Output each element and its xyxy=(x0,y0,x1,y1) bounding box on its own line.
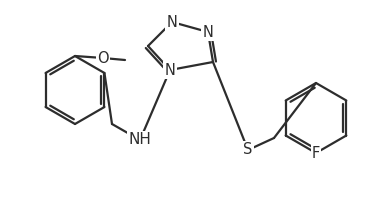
Text: S: S xyxy=(243,143,253,158)
Text: N: N xyxy=(165,62,175,77)
Text: NH: NH xyxy=(128,132,151,147)
Text: F: F xyxy=(312,146,320,160)
Text: O: O xyxy=(97,51,109,65)
Text: N: N xyxy=(203,24,213,40)
Text: N: N xyxy=(166,15,177,30)
